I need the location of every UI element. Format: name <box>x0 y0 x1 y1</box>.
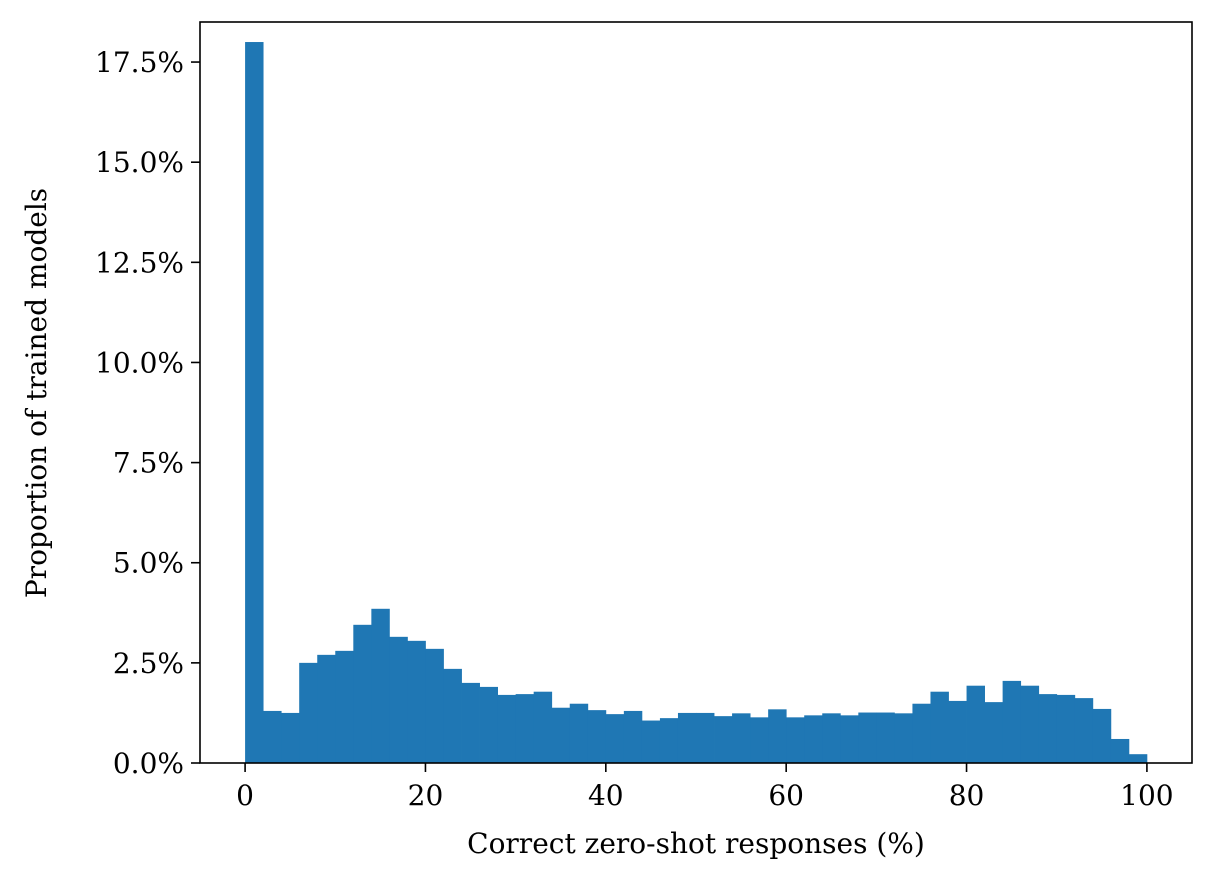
histogram-bar <box>299 662 318 763</box>
histogram-bar <box>732 713 751 763</box>
histogram-bar <box>714 716 733 763</box>
histogram-bar <box>551 707 571 763</box>
plot-frame <box>199 21 1193 764</box>
histogram-bar <box>317 654 336 763</box>
histogram-bar <box>605 714 625 763</box>
y-tick-label: 0.0% <box>113 747 184 780</box>
histogram-bar <box>281 712 300 763</box>
histogram-bar <box>1002 680 1022 763</box>
histogram-bar <box>677 712 697 763</box>
histogram-bar <box>1020 685 1040 763</box>
histogram-bar <box>840 715 859 763</box>
histogram-bar <box>948 700 967 763</box>
histogram-bar <box>353 624 372 763</box>
y-axis-title: Proportion of trained models <box>20 188 53 598</box>
histogram-bar <box>1038 694 1058 763</box>
histogram-bar <box>443 668 462 763</box>
histogram-bar <box>587 710 607 763</box>
histogram-bar <box>479 686 498 763</box>
histogram-bar <box>407 640 426 763</box>
histogram-bar <box>930 691 949 763</box>
y-tick-label: 12.5% <box>95 246 184 279</box>
histogram-bar <box>768 709 787 763</box>
histogram-bar <box>858 712 877 763</box>
histogram-bar <box>335 650 354 763</box>
histogram-bar <box>515 694 535 763</box>
y-axis: 0.0% 2.5% 5.0% 7.5% 10.0% 12.5% 15.0% 17.5% <box>95 46 200 780</box>
histogram-bar <box>966 685 985 763</box>
histogram-bar <box>389 636 408 763</box>
histogram-bar <box>425 648 444 763</box>
y-tick-label: 10.0% <box>95 346 184 379</box>
histogram-bar <box>533 691 553 763</box>
x-axis: 0 20 40 60 80 100 <box>236 763 1174 812</box>
histogram-bar <box>696 712 715 763</box>
histogram-bar <box>371 608 390 763</box>
histogram-bar <box>984 702 1004 763</box>
histogram-bar <box>750 717 769 763</box>
histogram-bar <box>1074 698 1094 763</box>
histogram-bar <box>1110 738 1130 763</box>
histogram-bar <box>894 713 913 763</box>
x-tick-label: 20 <box>408 779 444 812</box>
bars-layer <box>245 42 1148 763</box>
histogram-bar <box>641 720 661 763</box>
histogram-bar <box>569 703 589 763</box>
x-tick-label: 60 <box>768 779 804 812</box>
histogram-bar <box>1056 694 1076 763</box>
histogram-bar <box>497 694 517 763</box>
x-tick-label: 100 <box>1120 779 1173 812</box>
y-tick-label: 15.0% <box>95 146 184 179</box>
y-tick-label: 5.0% <box>113 547 184 580</box>
histogram-bar <box>822 713 841 763</box>
y-tick-label: 2.5% <box>113 647 184 680</box>
histogram-bar <box>786 717 805 763</box>
histogram-bar <box>659 718 679 763</box>
histogram-bar <box>804 715 823 763</box>
x-tick-label: 80 <box>949 779 985 812</box>
histogram-bar <box>623 710 643 763</box>
y-tick-label: 7.5% <box>113 447 184 480</box>
histogram-bar <box>912 703 931 763</box>
histogram-bar <box>1128 754 1148 763</box>
histogram-bar <box>876 712 895 763</box>
y-tick-label: 17.5% <box>95 46 184 79</box>
x-tick-label: 0 <box>236 779 254 812</box>
x-axis-title: Correct zero-shot responses (%) <box>467 827 925 860</box>
histogram-bar <box>263 710 282 763</box>
x-tick-label: 40 <box>588 779 624 812</box>
histogram-bar <box>1092 708 1112 763</box>
histogram-bar <box>245 42 264 763</box>
histogram-bar <box>461 682 480 763</box>
